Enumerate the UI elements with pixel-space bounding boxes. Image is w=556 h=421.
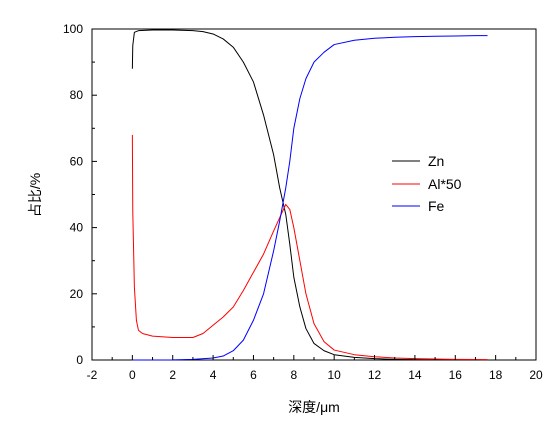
x-tick-label: 20 bbox=[529, 368, 543, 382]
legend-label-fe: Fe bbox=[428, 198, 445, 214]
ticks: -2 0 2 4 6 8 10 12 14 16 18 20 0 20 40 60 80 100 bbox=[63, 22, 543, 382]
plot-frame bbox=[91, 28, 537, 361]
x-tick-label: 10 bbox=[328, 368, 342, 382]
x-tick-label: 8 bbox=[290, 368, 297, 382]
y-tick-label: 60 bbox=[70, 154, 84, 168]
series-line-al bbox=[131, 134, 488, 361]
x-tick-label: 16 bbox=[449, 368, 463, 382]
y-tick-label: 40 bbox=[70, 221, 84, 235]
y-tick-label: 20 bbox=[70, 287, 84, 301]
x-tick-label: -2 bbox=[87, 368, 98, 382]
series-layer bbox=[131, 29, 488, 361]
y-tick-label: 100 bbox=[63, 22, 83, 36]
x-axis-title: 深度/μm bbox=[288, 399, 340, 415]
x-tick-label: 18 bbox=[489, 368, 503, 382]
axes bbox=[91, 28, 537, 361]
y-tick-label: 0 bbox=[76, 353, 83, 367]
series-line-fe bbox=[132, 35, 488, 361]
x-tick-label: 0 bbox=[129, 368, 136, 382]
x-tick-label: 14 bbox=[408, 368, 422, 382]
legend: Zn Al*50 Fe bbox=[392, 153, 462, 214]
legend-label-zn: Zn bbox=[428, 153, 444, 169]
x-tick-label: 6 bbox=[250, 368, 257, 382]
series-line-zn bbox=[131, 29, 488, 361]
y-axis-title: 占比/% bbox=[27, 173, 43, 217]
x-tick-label: 4 bbox=[210, 368, 217, 382]
legend-label-al: Al*50 bbox=[428, 176, 462, 192]
x-tick-label: 12 bbox=[368, 368, 382, 382]
y-tick-label: 80 bbox=[70, 88, 84, 102]
x-tick-label: 2 bbox=[169, 368, 176, 382]
